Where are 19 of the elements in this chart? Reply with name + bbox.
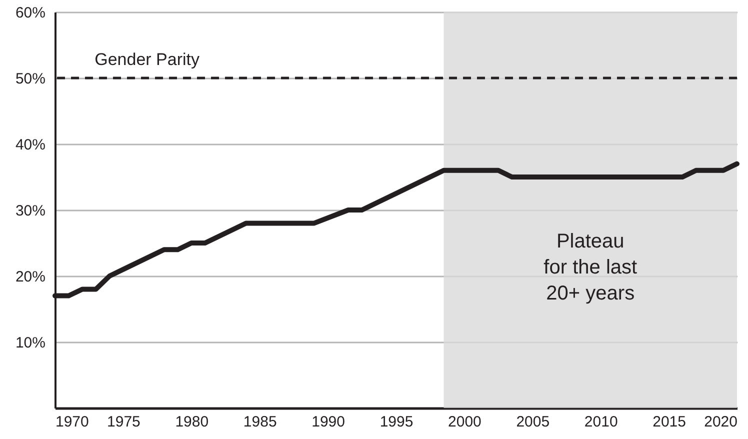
x-tick-label: 1980	[175, 414, 209, 430]
x-tick-label: 1975	[107, 414, 140, 430]
y-tick-label: 10%	[15, 334, 46, 352]
x-tick-label: 2020	[704, 414, 738, 430]
x-tick-label: 2000	[448, 414, 482, 430]
y-tick-label: 50%	[15, 70, 46, 88]
y-tick-label: 30%	[15, 202, 46, 220]
x-tick-label: 1985	[243, 414, 277, 430]
x-tick-label: 1970	[56, 414, 89, 430]
y-tick-label: 60%	[15, 4, 46, 22]
band-label: Plateau for the last 20+ years	[544, 230, 638, 305]
x-tick-label: 1995	[380, 414, 414, 430]
x-tick-label: 2005	[516, 414, 550, 430]
y-tick-label: 20%	[15, 268, 46, 286]
ref-line-label: Gender Parity	[94, 50, 200, 69]
x-tick-label: 1990	[312, 414, 345, 430]
y-tick-label: 40%	[15, 136, 46, 154]
x-tick-label: 2010	[584, 414, 618, 430]
x-tick-label: 2015	[652, 414, 686, 430]
